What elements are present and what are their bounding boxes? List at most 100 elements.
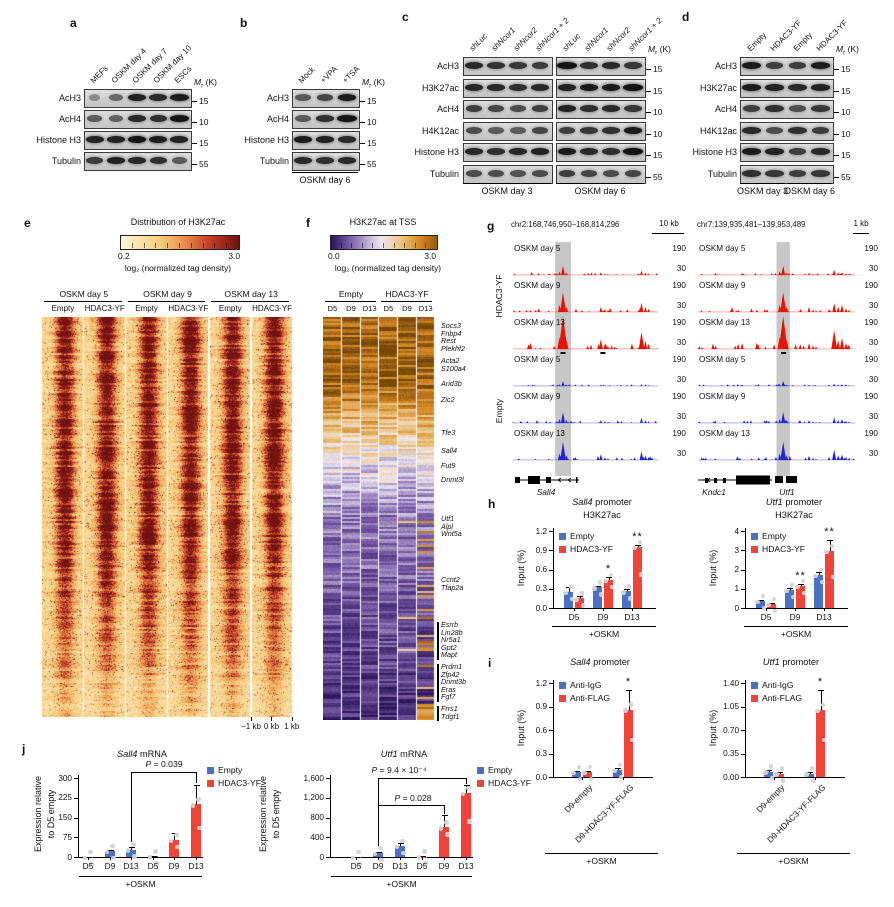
- blot-box: [740, 57, 834, 76]
- bar: [814, 575, 823, 608]
- data-point-dot: [780, 778, 786, 783]
- gene-label: Socs3: [441, 321, 461, 330]
- data-point-dot: [769, 776, 775, 781]
- data-point-dot: [784, 588, 789, 593]
- blot-band: [487, 62, 505, 69]
- lane-label: shLuc: [560, 31, 583, 53]
- panel-letter-g: g: [487, 219, 495, 233]
- marker-tick: [646, 112, 651, 113]
- blot-band: [293, 157, 313, 164]
- y-tick: [74, 797, 78, 799]
- blot-box: [463, 121, 553, 141]
- track-shape: [714, 478, 717, 483]
- colorbar-tick: [351, 243, 353, 248]
- error-bar: [608, 576, 610, 580]
- x-tick: [603, 608, 604, 611]
- blot-box: [556, 57, 646, 76]
- y-tick-label: 800: [310, 813, 324, 822]
- y-tick-label: 1: [734, 584, 739, 594]
- legend-swatch: [477, 780, 484, 787]
- data-point-dot: [422, 849, 427, 854]
- track-scale-max: 190: [672, 392, 686, 401]
- molecular-weight-label: Mr (K): [648, 44, 671, 57]
- data-point-dot: [400, 838, 405, 844]
- track-scale-max: 190: [864, 244, 878, 253]
- track-shape: [513, 380, 658, 386]
- heatmap-col-label: D5: [327, 304, 338, 313]
- legend-label: Anti-IgG: [762, 680, 794, 690]
- colorbar-tick: [226, 243, 228, 248]
- heatmap-group-underline: [325, 301, 376, 302]
- blot-band: [623, 83, 643, 91]
- heatmap-col-label: D9: [346, 304, 356, 313]
- data-point-dot: [357, 861, 362, 866]
- blot-bottom-line: [787, 183, 832, 184]
- data-point-dot: [821, 737, 827, 743]
- gene-label: Dnmt3l: [441, 475, 464, 484]
- x-tick-label: D5: [350, 861, 362, 871]
- colorbar-f: [330, 235, 438, 250]
- blot-band: [580, 62, 598, 69]
- blot-row-label: Histone H3: [36, 135, 81, 145]
- data-point-dot: [755, 600, 760, 605]
- y-tick-label: 1.40: [723, 678, 739, 688]
- legend-swatch: [559, 546, 566, 553]
- data-point-dot: [168, 838, 174, 844]
- blot-bottom-label: OSKM day 6: [783, 186, 836, 196]
- colorbar-tick: [155, 243, 157, 248]
- data-point-dot: [637, 539, 643, 545]
- blot-row-label: Tubulin: [51, 156, 81, 166]
- blot-band: [557, 105, 577, 112]
- bar: [767, 603, 776, 608]
- blot-band: [766, 126, 783, 134]
- marker-tick: [192, 101, 197, 102]
- x-tick-label: D5: [760, 612, 772, 622]
- track-scale-min: 30: [676, 301, 686, 310]
- y-tick: [549, 569, 553, 571]
- data-point-dot: [818, 568, 824, 573]
- blot-band: [623, 148, 643, 155]
- x-axis-line: [330, 857, 473, 858]
- blot-band: [765, 62, 784, 69]
- data-point-dot: [761, 606, 767, 611]
- heatmap-col-label: Empty: [218, 304, 242, 313]
- y-tick-label: 1,200: [303, 793, 325, 803]
- track-shape: [513, 459, 658, 461]
- x-tick: [153, 857, 154, 860]
- y-tick: [74, 817, 78, 819]
- chart-title: Utf1 promoter: [765, 497, 823, 507]
- colorbar-tick: [404, 243, 406, 248]
- legend-label: Empty: [488, 765, 513, 775]
- blot-box: [740, 100, 834, 119]
- data-point-dot: [372, 851, 378, 857]
- error-bar: [131, 846, 132, 850]
- blot-band: [531, 62, 549, 69]
- data-point-dot: [568, 584, 574, 590]
- gene-label: Nr5a1: [441, 635, 461, 645]
- blot-band: [623, 126, 643, 134]
- bar: [395, 846, 405, 857]
- track-scale-min: 30: [676, 264, 686, 273]
- y-tick-label: 225: [58, 793, 72, 803]
- error-bar-cap: [626, 690, 632, 692]
- track-shape: [513, 265, 658, 275]
- y-axis-line: [553, 528, 554, 608]
- track-label: OSKM day 5: [514, 244, 561, 253]
- legend-swatch: [207, 780, 214, 787]
- bar: [785, 589, 794, 608]
- data-point-dot: [88, 849, 93, 854]
- data-point-dot: [830, 574, 836, 579]
- blot-band: [510, 126, 526, 134]
- x-tick-label: D5: [568, 612, 580, 622]
- track-scale-max: 190: [864, 318, 878, 327]
- marker-tick: [646, 155, 651, 156]
- y-tick-label: 300: [58, 773, 72, 783]
- marker-value: 55: [367, 159, 377, 169]
- track-shape: [698, 459, 855, 461]
- y-tick-label: 2: [734, 565, 739, 574]
- colorbar-tick: [202, 243, 204, 248]
- heatmap-group-underline: [127, 301, 206, 302]
- panel-letter-a: a: [70, 16, 77, 30]
- gene-label: Fnbp4: [441, 328, 462, 338]
- blot-band: [465, 105, 483, 112]
